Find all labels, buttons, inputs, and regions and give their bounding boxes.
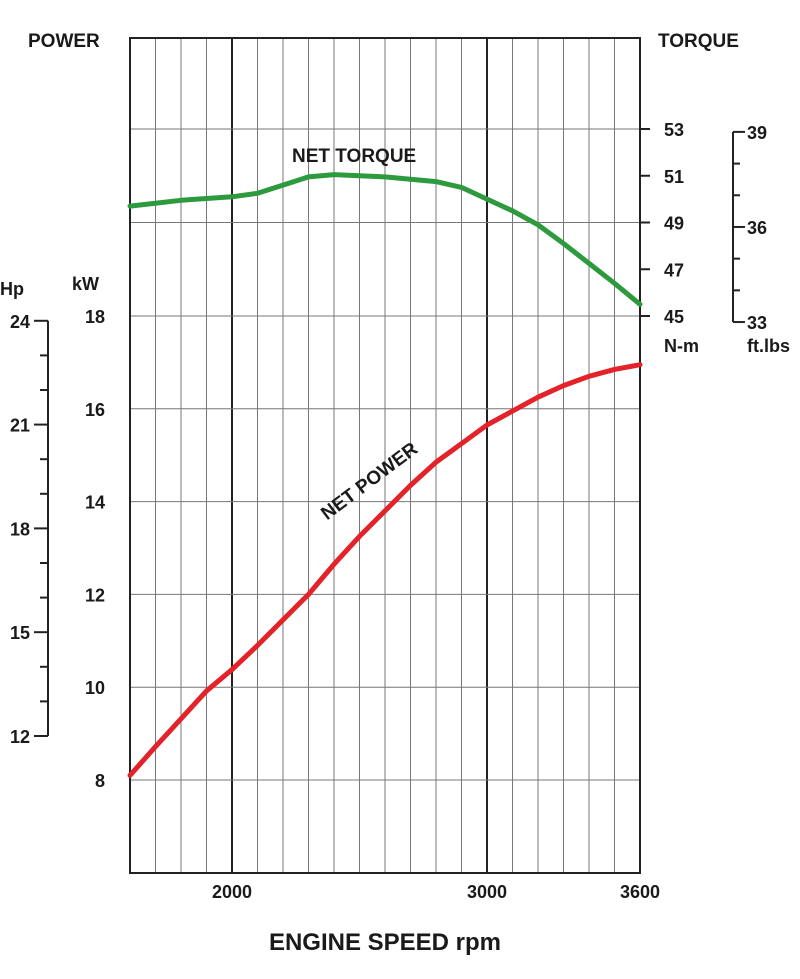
kw-tick-label: 8 [95,771,105,791]
power-header: POWER [28,31,100,52]
nm-tick-label: 47 [664,260,684,280]
ftlbs-tick-label: 36 [747,218,767,238]
kw-tick-label: 12 [85,585,105,605]
x-tick-label: 3000 [467,882,507,902]
net-power-curve [127,362,643,778]
torque-header: TORQUE [658,31,739,52]
hp-axis-label: Hp [0,279,24,299]
plot-frame [129,37,641,874]
hp-tick-label: 12 [10,727,30,747]
net-torque-label: NET TORQUE [292,146,416,167]
nm-tick-label: 45 [664,307,684,327]
ftlbs-tick-label: 33 [747,313,767,333]
kw-axis-label: kW [72,274,99,294]
hp-tick-label: 24 [10,312,30,332]
x-tick-label: 2000 [212,882,252,902]
chart-axes: 2000 3000 3600 8 10 12 14 16 18 45 47 49 51 53 12 15 18 2… [10,120,767,902]
kw-tick-label: 16 [85,400,105,420]
hp-tick-label: 15 [10,623,30,643]
x-axis-title: ENGINE SPEED rpm [269,929,501,956]
nm-tick-label: 53 [664,120,684,140]
ftlbs-axis-label: ft.lbs [747,336,790,356]
net-power-label: NET POWER [317,438,422,524]
net-torque-curve [127,172,643,307]
chart-curves [127,172,643,778]
kw-tick-label: 14 [85,493,105,513]
kw-tick-label: 18 [85,307,105,327]
x-tick-label: 3600 [620,882,660,902]
nm-axis-label: N-m [664,336,699,356]
nm-tick-label: 49 [664,214,684,234]
hp-tick-label: 21 [10,416,30,436]
nm-tick-label: 51 [664,167,684,187]
hp-tick-label: 18 [10,519,30,539]
ftlbs-tick-label: 39 [747,123,767,143]
kw-tick-label: 10 [85,678,105,698]
